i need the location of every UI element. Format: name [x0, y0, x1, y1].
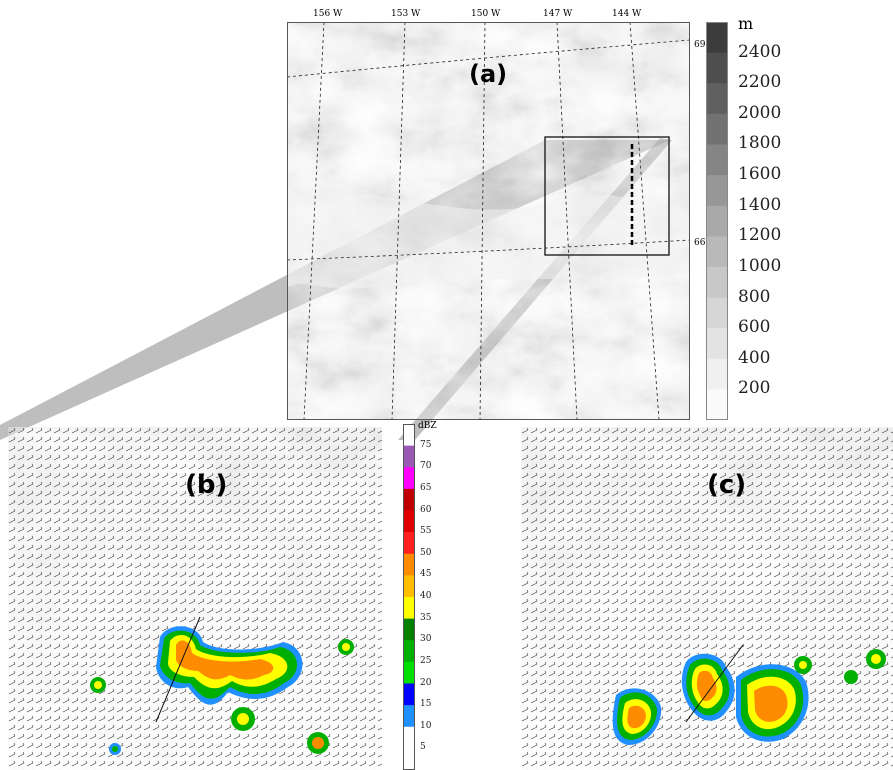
reflectivity-colorbar [403, 424, 415, 770]
elevation-color-swatch [706, 328, 728, 360]
elevation-color-swatch [706, 389, 728, 420]
elevation-unit: m [738, 14, 754, 33]
reflectivity-level-label: 70 [420, 461, 432, 472]
reflectivity-color-swatch [403, 424, 415, 447]
elevation-level-label: 2000 [738, 102, 782, 123]
elevation-color-swatch [706, 236, 728, 268]
simulation-panel-c [521, 427, 893, 770]
elevation-color-swatch [706, 144, 728, 176]
reflectivity-level-label: 10 [420, 720, 432, 731]
reflectivity-level-label: 30 [420, 634, 432, 645]
reflectivity-color-swatch [403, 597, 415, 620]
reflectivity-color-swatch [403, 726, 415, 749]
elevation-color-swatch [706, 113, 728, 145]
reflectivity-color-swatch [403, 661, 415, 684]
elevation-level-label: 1800 [738, 133, 782, 154]
elevation-level-label: 1400 [738, 194, 782, 215]
elevation-level-label: 2200 [738, 72, 782, 93]
elevation-level-label: 800 [738, 286, 771, 307]
elevation-color-swatch [706, 22, 728, 54]
lon-tick-label: 147 W [543, 9, 573, 19]
reflectivity-color-swatch [403, 575, 415, 598]
elevation-color-swatch [706, 297, 728, 329]
reflectivity-color-swatch [403, 445, 415, 468]
reflectivity-level-label: 45 [420, 569, 432, 580]
reflectivity-color-swatch [403, 640, 415, 663]
lat-tick-label: 66 N [694, 238, 717, 248]
reflectivity-level-label: 55 [420, 526, 432, 537]
elevation-level-label: 600 [738, 317, 771, 338]
lon-tick-label: 153 W [391, 9, 421, 19]
simulation-panel-b [8, 427, 382, 770]
reflectivity-level-label: 40 [420, 591, 432, 601]
reflectivity-level-label: 25 [420, 655, 432, 666]
panel-a-label: (a) [469, 60, 508, 88]
elevation-colorbar [706, 22, 728, 420]
elevation-color-swatch [706, 266, 728, 299]
radar-echoes [90, 626, 354, 755]
radar-echoes [612, 649, 886, 745]
panel-b-label: (b) [185, 470, 228, 500]
elevation-color-swatch [706, 83, 728, 115]
panel-c-label: (c) [707, 470, 747, 500]
terrain-map-panel [287, 22, 690, 420]
reflectivity-color-swatch [403, 532, 415, 555]
lon-tick-label: 144 W [612, 9, 642, 19]
reflectivity-level-label: 50 [420, 547, 432, 558]
reflectivity-color-swatch [403, 488, 415, 511]
reflectivity-color-swatch [403, 683, 415, 706]
reflectivity-level-label: 15 [420, 699, 432, 710]
lon-tick-label: 150 W [471, 9, 501, 19]
elevation-color-swatch [706, 175, 728, 207]
reflectivity-unit: dBZ [418, 421, 437, 431]
reflectivity-level-label: 20 [420, 677, 432, 688]
elevation-color-swatch [706, 52, 728, 84]
reflectivity-level-label: 35 [420, 612, 432, 623]
reflectivity-color-swatch [403, 705, 415, 728]
elevation-level-label: 400 [738, 347, 771, 368]
lon-tick-label: 156 W [313, 9, 343, 19]
elevation-level-label: 1600 [738, 164, 782, 185]
elevation-level-label: 2400 [738, 41, 782, 62]
reflectivity-color-swatch [403, 748, 415, 770]
reflectivity-color-swatch [403, 510, 415, 533]
reflectivity-color-swatch [403, 467, 415, 490]
graticule [287, 22, 690, 420]
reflectivity-level-label: 75 [420, 439, 432, 450]
reflectivity-level-label: 60 [420, 504, 432, 515]
elevation-color-swatch [706, 358, 728, 390]
reflectivity-level-label: 65 [420, 482, 432, 493]
elevation-level-label: 200 [738, 378, 771, 399]
elevation-level-label: 1200 [738, 225, 782, 246]
reflectivity-color-swatch [403, 618, 415, 641]
elevation-level-label: 1000 [738, 255, 782, 276]
elevation-color-swatch [706, 205, 728, 237]
subdomain-box [544, 136, 670, 256]
reflectivity-level-label: 5 [420, 742, 426, 753]
reflectivity-color-swatch [403, 553, 415, 576]
lat-tick-label: 69 N [694, 40, 717, 50]
